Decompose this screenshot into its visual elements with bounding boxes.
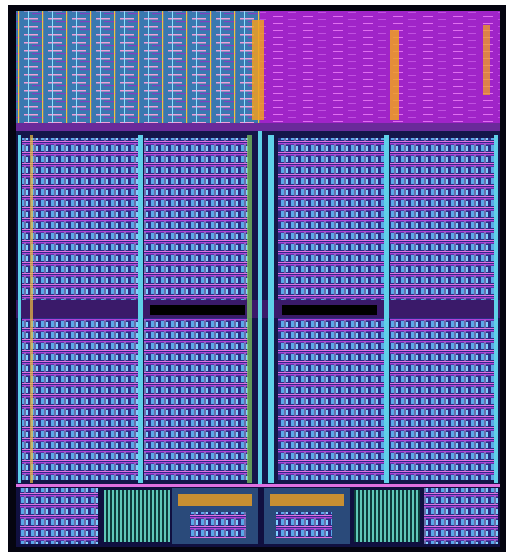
strap <box>494 135 498 483</box>
control-cells <box>276 512 332 538</box>
cell-array <box>22 318 140 480</box>
strap <box>247 135 252 483</box>
cell-array <box>390 138 494 300</box>
magenta-block <box>260 11 500 129</box>
cell-array <box>390 318 494 480</box>
strap <box>30 135 33 483</box>
strap <box>138 135 143 483</box>
control-wire <box>270 494 344 506</box>
cell-array <box>278 318 384 480</box>
periphery-array <box>20 488 98 544</box>
mid-gap <box>282 305 377 315</box>
logic-block <box>16 11 260 129</box>
periphery-array <box>424 488 498 544</box>
orange-stripe <box>390 30 399 120</box>
bus-row <box>16 123 500 131</box>
strap <box>258 131 262 546</box>
strap <box>268 135 274 483</box>
driver-block <box>354 490 420 542</box>
cell-array <box>144 318 248 480</box>
control-cells <box>190 512 246 538</box>
cell-array <box>144 138 248 300</box>
control-wire <box>178 494 252 506</box>
mid-gap <box>150 305 245 315</box>
orange-stripe <box>483 25 490 95</box>
driver-block <box>104 490 170 542</box>
orange-stripe <box>252 20 264 120</box>
cell-array <box>22 138 140 300</box>
strap <box>384 135 389 483</box>
strap <box>18 135 21 483</box>
cell-array <box>278 138 384 300</box>
bus-row <box>16 484 500 487</box>
